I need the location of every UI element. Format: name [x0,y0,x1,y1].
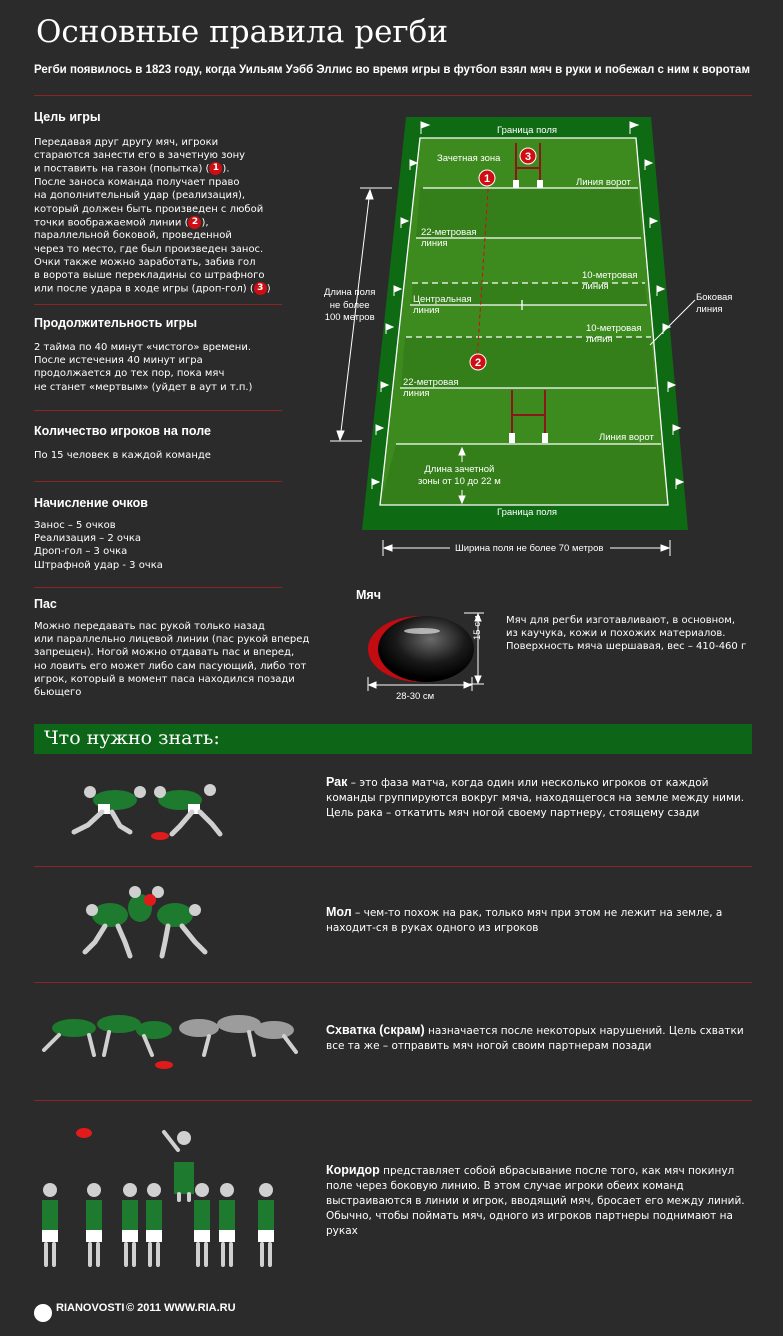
divider [34,481,282,482]
center-line-label: Центральная линия [413,294,472,316]
players-text: По 15 человек в каждой команде [34,450,211,461]
width-arrow [382,540,671,556]
duration-title: Продолжительность игры [34,316,197,330]
marker-2-badge: 2 [188,215,202,229]
goal-line-bottom-label: Линия ворот [599,432,654,443]
svg-text:2: 2 [475,357,481,369]
maul-text: Мол – чем-то похож на рак, только мяч пр… [326,905,723,934]
duration-text: 2 тайма по 40 минут «чистого» времени. П… [34,342,253,393]
scrum-illustration [42,1015,298,1069]
scrum-text: Схватка (скрам) назначается после некото… [326,1023,744,1052]
goal-posts-top [513,143,543,188]
know-bar [34,724,752,754]
ball-height-label: 15 см [472,615,483,641]
pass-title: Пас [34,597,57,611]
touch-line-pointer [649,299,696,346]
goal-line: точки воображаемой линии (2), [34,215,209,229]
goal-title: Цель игры [34,110,101,124]
goal-line: параллельной боковой, проведенной [34,230,232,242]
ruck-illustration [71,784,223,840]
marker-2: 2 [469,353,487,371]
goal-posts-bottom [509,390,548,443]
line10-top-label: 10-метровая линия [582,270,638,292]
divider [34,410,282,411]
goal-line-label: Линия ворот [576,177,631,188]
pass-text: Можно передавать пас рукой только назад … [34,621,310,699]
goal-line: стараются занести его в зачетную зону [34,150,246,162]
ball-icon [76,1128,92,1138]
goal-line: на дополнительный удар (реализация), [34,190,246,202]
touch-line-label: Боковая линия [696,292,733,315]
divider [34,866,752,867]
rugby-field-diagram: 3 1 2 [330,117,696,556]
goal-line: или после удара в ходе игры (дроп-гол) (… [34,282,271,296]
copyright: © 2011 WWW.RIA.RU [126,1302,236,1314]
goal-text: Передавая друг другу мяч, игроки старают… [34,136,284,296]
goal-line: в ворота выше перекладины со штрафного [34,270,265,282]
marker-1-badge: 1 [209,162,223,176]
goal-line: После заноса команда получает право [34,177,240,189]
in-goal-length-label: Длина зачетной зоны от 10 до 22 м [418,464,501,487]
length-arrow [330,187,392,442]
marker-3: 3 [519,147,537,165]
ball-diagram [367,612,484,691]
divider [34,587,282,588]
goal-line: Очки также можно заработать, забив гол [34,256,256,268]
corner-flags [371,121,685,489]
goal-line: через то место, где был произведен занос… [34,243,264,255]
svg-text:1: 1 [484,173,490,185]
lineout-illustration [42,1128,274,1267]
in-goal-arrow [458,446,466,505]
ria-logo-icon [34,1304,52,1322]
line22-bottom-label: 22-метровая линия [403,377,459,399]
width-label: Ширина поля не более 70 метров [455,543,604,554]
players-title: Количество игроков на поле [34,424,211,438]
lineout-text: Коридор представляет собой вбрасывание п… [326,1163,745,1237]
in-goal-label: Зачетная зона [437,153,501,164]
ruck-text: Рак – это фаза матча, когда один или нес… [326,775,745,819]
maul-illustration [82,886,208,959]
points-text: Занос – 5 очков Реализация – 2 очка Дроп… [34,520,163,571]
goal-line: Передавая друг другу мяч, игроки [34,137,219,148]
line22-top-label: 22-метровая линия [421,227,477,249]
divider [34,304,282,305]
marker-1: 1 [478,169,496,187]
boundary-top-label: Граница поля [497,125,558,136]
points-title: Начисление очков [34,496,148,510]
line10-bottom-label: 10-метровая линия [586,323,642,345]
brand-name: RIANOVOSTI [56,1302,125,1314]
ball-title: Мяч [356,588,381,602]
goal-line: и поставить на газон (попытка) (1). [34,162,230,176]
page-title: Основные правила регби [36,14,448,50]
page-subtitle: Регби появилось в 1823 году, когда Уилья… [34,64,750,76]
svg-text:3: 3 [525,151,531,163]
know-title: Что нужно знать: [44,727,220,749]
divider [34,982,752,983]
ball-text: Мяч для регби изготавливают, в основном,… [506,615,747,653]
boundary-bottom-label: Граница поля [497,507,558,518]
ball-length-label: 28-30 см [396,691,435,702]
divider [34,1100,752,1101]
divider [34,95,752,96]
length-label: Длина поля не более 100 метров [324,287,376,323]
marker-3-badge: 3 [253,282,267,296]
goal-line: который должен быть произведен с любой [34,203,264,215]
